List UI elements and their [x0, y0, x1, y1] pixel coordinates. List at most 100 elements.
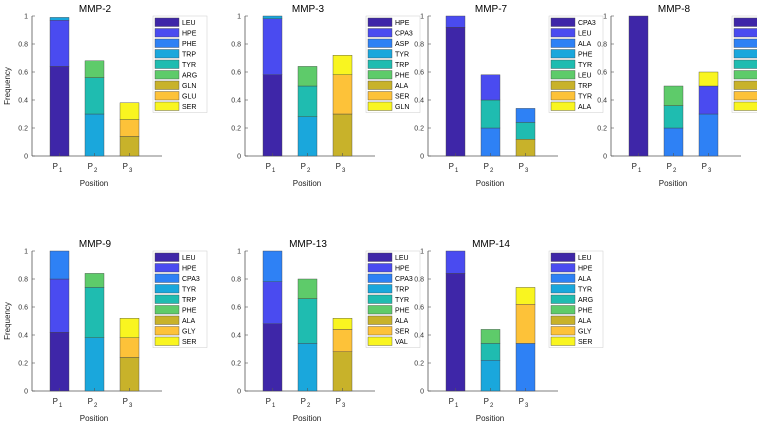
bar-segment-p1-hpe	[445, 250, 466, 274]
x-axis-label: Position	[476, 414, 504, 423]
legend-swatch	[550, 59, 576, 69]
y-axis-label: Frequency	[3, 67, 12, 105]
bar-segment-p3-ser	[515, 287, 536, 305]
panel-mmp-14: MMP-14 0 0.2 0.4 0.6 0.8 1 P1 P2 P3 Position LEU HPE…	[414, 239, 604, 423]
bar-segment-p3-glu	[119, 119, 140, 137]
legend-swatch	[154, 49, 180, 59]
legend-label: TRP	[395, 287, 409, 294]
bar-segment-p2-ala	[480, 127, 501, 157]
bar-segment-p3-ser	[119, 318, 140, 339]
x-tick-label: P1	[449, 397, 459, 409]
legend-label: HPE	[182, 31, 197, 38]
legend-swatch	[733, 101, 757, 111]
x-tick-label: P2	[301, 397, 311, 409]
y-tick-label: 0.4	[231, 98, 241, 105]
y-axis-label: Frequency	[3, 302, 12, 340]
bar-segment-p2-tyr	[297, 116, 318, 157]
bar-segment-p2-trp	[84, 113, 105, 157]
x-tick-label: P1	[449, 162, 459, 174]
panel-mmp-3: MMP-3 0 0.2 0.4 0.6 0.8 1 P1 P2 P3 Position HPE CPA3…	[231, 4, 421, 188]
legend-swatch	[367, 49, 393, 59]
bar-segment-p3-gly	[515, 304, 536, 344]
legend-swatch	[154, 315, 180, 325]
x-tick-label: P3	[123, 162, 133, 174]
panel-title: MMP-7	[475, 4, 508, 15]
bar-segment-p3-ala	[515, 108, 536, 123]
y-tick-label: 0.8	[414, 42, 424, 49]
legend-swatch	[733, 91, 757, 101]
y-tick-label: 0.6	[231, 70, 241, 77]
y-tick-label: 0.8	[18, 277, 28, 284]
legend-label: LEU	[578, 73, 592, 80]
legend-swatch	[154, 273, 180, 283]
x-axis-label: Position	[293, 414, 321, 423]
y-tick-label: 0.6	[18, 305, 28, 312]
legend-swatch	[550, 284, 576, 294]
legend-swatch	[367, 336, 393, 346]
x-axis-label: Position	[659, 179, 687, 188]
x-axis-label: Position	[80, 179, 108, 188]
legend-label: TRP	[182, 52, 196, 59]
panel-title: MMP-9	[79, 239, 112, 250]
legend-label: GLY	[578, 329, 592, 336]
y-tick-label: 1	[420, 249, 424, 256]
legend-swatch	[367, 59, 393, 69]
legend-swatch	[154, 284, 180, 294]
bar-segment-p2-arg	[480, 343, 501, 361]
bar-segment-p2-phe	[297, 66, 318, 87]
legend-swatch	[367, 326, 393, 336]
legend-label: ALA	[395, 83, 409, 90]
panel-title: MMP-14	[472, 239, 510, 250]
y-tick-label: 0.8	[18, 42, 28, 49]
bar-segment-p3-gly	[698, 113, 719, 157]
legend-swatch	[154, 28, 180, 38]
bar-segment-p1-hpe	[49, 20, 70, 67]
legend-label: ALA	[395, 318, 409, 325]
legend-swatch	[550, 252, 576, 262]
bar-segment-p3-ala	[515, 343, 536, 392]
legend-label: LEU	[182, 255, 196, 262]
y-tick-label: 0.2	[597, 126, 607, 133]
legend-label: LEU	[578, 255, 592, 262]
legend-swatch	[367, 263, 393, 273]
legend-swatch	[154, 294, 180, 304]
bar-segment-p3-ala	[332, 351, 353, 392]
bar-segment-p2-trp	[297, 85, 318, 117]
bar-segment-p1-leu	[49, 332, 70, 392]
legend-swatch	[154, 252, 180, 262]
y-tick-label: 0.2	[414, 126, 424, 133]
legend-label: CPA3	[395, 276, 413, 283]
y-tick-label: 1	[237, 14, 241, 21]
legend-swatch	[367, 28, 393, 38]
y-tick-label: 1	[420, 14, 424, 21]
bar-segment-p2-trp	[84, 287, 105, 338]
legend-swatch	[733, 80, 757, 90]
y-tick-label: 0.8	[231, 42, 241, 49]
x-axis-label: Position	[476, 179, 504, 188]
x-tick-label: P2	[301, 162, 311, 174]
legend-swatch	[154, 70, 180, 80]
legend-label: PHE	[395, 308, 410, 315]
legend-label: ALA	[578, 276, 592, 283]
panel-title: MMP-2	[79, 4, 112, 15]
bar-segment-p2-arg	[663, 105, 684, 129]
bar-segment-p1-cpa3	[262, 250, 283, 282]
bar-segment-p2-tyr	[84, 77, 105, 115]
y-tick-label: 0	[237, 389, 241, 396]
legend-label: TYR	[578, 287, 592, 294]
legend-swatch	[154, 59, 180, 69]
x-tick-label: P3	[336, 397, 346, 409]
y-tick-label: 1	[24, 249, 28, 256]
bar-segment-p1-leu	[445, 15, 466, 28]
legend-swatch	[154, 326, 180, 336]
legend-label: LEU	[182, 20, 196, 27]
x-tick-label: P1	[53, 162, 63, 174]
x-tick-label: P2	[484, 397, 494, 409]
bar-segment-p2-phe	[84, 273, 105, 288]
legend-label: ASP	[395, 41, 409, 48]
legend-swatch	[367, 284, 393, 294]
legend-swatch	[550, 91, 576, 101]
bar-segment-p1-leu	[49, 66, 70, 157]
panel-mmp-2: MMP-2 0 0.2 0.4 0.6 0.8 1 Frequency P1 P2 P3 Positi…	[3, 4, 208, 188]
bar-segment-p1-leu	[628, 15, 649, 157]
